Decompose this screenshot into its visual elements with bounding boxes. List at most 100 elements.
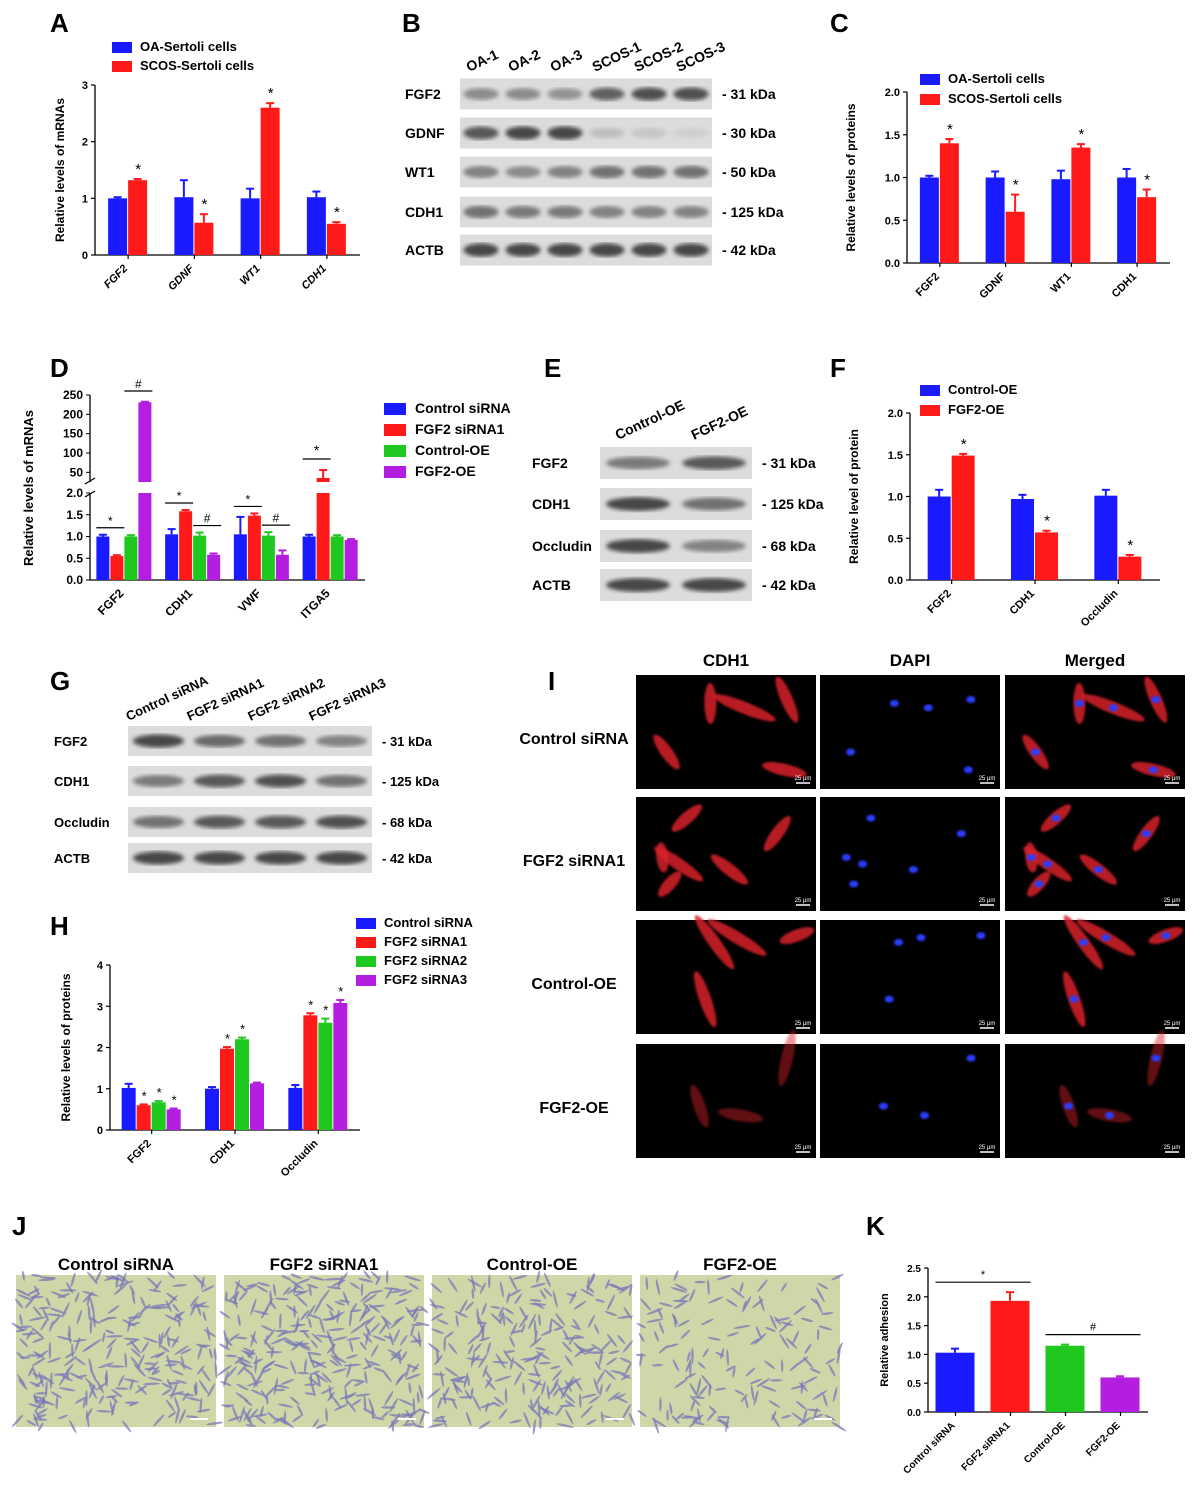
nucleus [1148,766,1158,774]
y-axis-label: Relative level of protein [847,429,861,564]
stained-cell [373,1367,385,1373]
stained-cell [509,1419,522,1424]
micrograph-merged: 25 μm [1005,915,1185,1034]
stained-cell [38,1306,50,1310]
stained-cell [331,1395,342,1409]
blot-band [547,88,583,100]
stained-cell [478,1420,491,1430]
stained-cell [654,1330,659,1342]
image-title: Control siRNA [58,1255,174,1274]
stained-cell [27,1288,40,1296]
stained-cell [816,1329,820,1341]
stained-cell [792,1330,800,1344]
blot-band [631,206,667,218]
stained-cell [61,1302,70,1318]
stained-cell [540,1330,553,1336]
stained-cell [690,1399,696,1412]
stained-cell [768,1400,781,1408]
stained-cell [19,1338,29,1348]
stained-cell [214,1360,218,1379]
stained-cell [235,1336,248,1340]
stained-cell [153,1414,165,1427]
y-axis-label: Relative levels of mRNAs [53,98,67,242]
significance-mark: * [1013,177,1019,194]
stained-cell [274,1388,286,1392]
legend-label: Control siRNA [384,915,473,930]
protein-label: Occludin [532,538,592,554]
stained-cell [444,1367,459,1378]
blot-band [606,456,670,470]
stained-cell [274,1329,289,1333]
protein-label: ACTB [532,577,571,593]
stained-cell [20,1356,31,1359]
significance-mark: * [1127,537,1133,554]
bar [1045,1345,1085,1412]
stained-cell [607,1391,621,1402]
stained-cell [506,1292,510,1304]
stained-cell [203,1329,216,1337]
stained-cell [245,1424,257,1427]
stained-cell [30,1274,42,1277]
stained-cell [37,1408,48,1415]
stained-cell [122,1319,136,1327]
stained-cell [479,1282,486,1294]
stained-cell [387,1418,401,1429]
stained-cell [131,1291,136,1305]
stained-cell [59,1289,77,1292]
category-label: CDH1 [1110,271,1140,301]
legend-label: FGF2 siRNA1 [384,934,467,949]
stained-cell [828,1364,836,1377]
stained-cell [408,1283,419,1290]
stained-cell [600,1339,612,1352]
stained-cell [390,1412,401,1426]
stained-cell [499,1281,504,1298]
legend-label: SCOS-Sertoli cells [140,58,254,73]
stained-cell [350,1309,362,1313]
blot-band [132,775,185,787]
stained-cell [610,1283,625,1291]
panel-letter-G: G [50,666,70,696]
stained-cell [797,1356,809,1366]
scale-bar-label: 25 μm [979,776,996,782]
stained-cell [361,1319,371,1326]
bar [326,223,346,255]
blot-band [463,126,499,140]
stained-cell [147,1277,159,1289]
stained-cell [568,1335,575,1345]
stained-cell [24,1295,37,1309]
bar [235,1039,249,1130]
y-tick-label: 4 [97,960,104,972]
panel-letter-H: H [50,911,69,941]
stained-cell [300,1309,310,1321]
stained-cell [354,1393,371,1397]
column-header: CDH1 [703,651,749,670]
bar [1137,197,1157,263]
stained-cell [320,1387,335,1395]
stained-cell [617,1315,634,1319]
stained-cell [733,1324,751,1329]
blot-band [673,127,709,139]
stained-cell [617,1334,626,1345]
stained-cell [330,1354,343,1367]
stained-cell [608,1350,620,1354]
stained-cell [281,1275,292,1281]
stained-cell [158,1333,161,1349]
legend-label: Control siRNA [415,400,511,416]
stained-cell [29,1316,46,1321]
stained-cell [171,1369,184,1376]
stained-cell [620,1374,631,1381]
axis-break [84,477,96,485]
y-axis-label: Relative adhesion [879,1293,891,1387]
stained-cell [405,1373,421,1380]
stained-cell [198,1379,209,1395]
stained-cell [326,1303,334,1312]
bar [288,1087,303,1130]
stained-cell [677,1319,691,1327]
stained-cell [520,1357,538,1361]
stained-cell [342,1291,350,1306]
stained-cell [431,1312,444,1321]
stained-cell [123,1378,140,1383]
stained-cell [810,1298,820,1305]
stained-cell [444,1331,454,1339]
significance-mark: * [177,489,182,503]
